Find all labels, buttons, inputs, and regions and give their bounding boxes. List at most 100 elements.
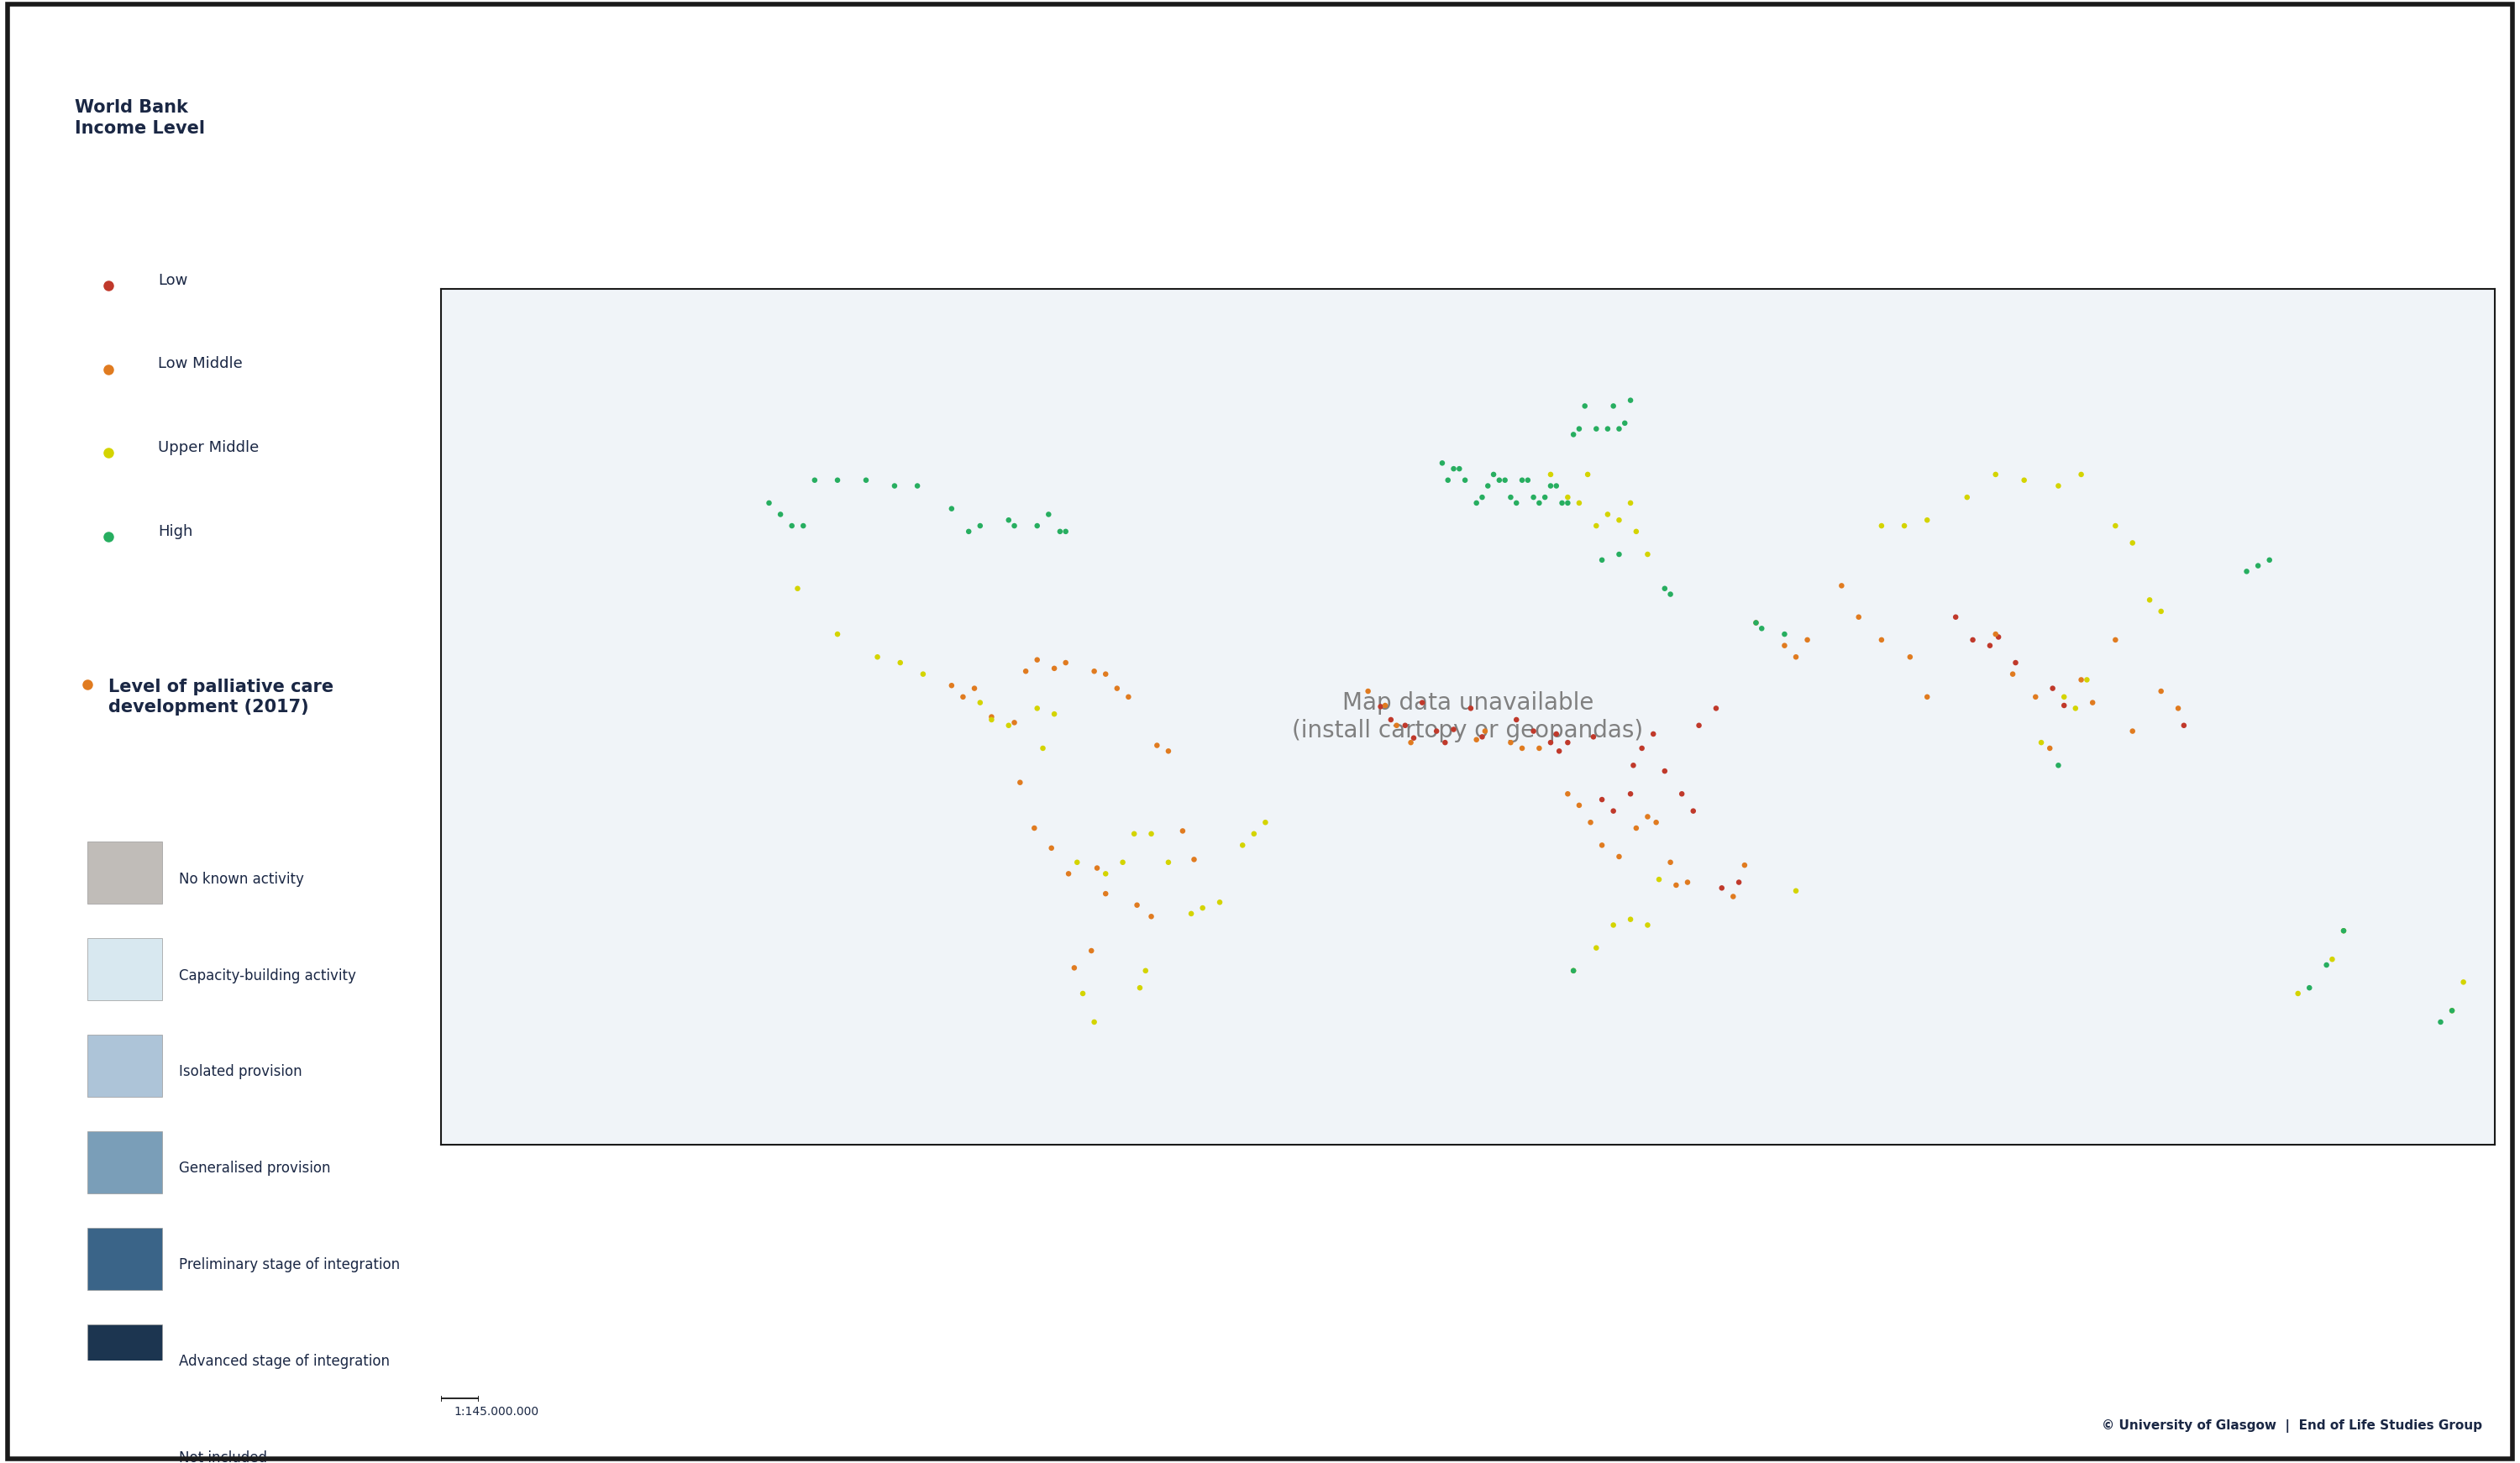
Point (1978, 625, 2019, 648)
Point (1613, 753, 1653, 777)
Point (1714, 885, 1754, 909)
Point (1656, 873, 1696, 897)
Point (1628, 543, 1668, 566)
Point (1651, 850, 1691, 873)
Point (2029, 736, 2069, 759)
FancyBboxPatch shape (88, 1131, 161, 1194)
Point (1046, 519, 1086, 543)
Point (1673, 799, 1714, 822)
Point (1462, 486, 1502, 509)
Point (879, 651, 920, 674)
Point (1598, 846, 1638, 869)
Point (1018, 696, 1058, 720)
Point (1444, 468, 1484, 492)
Point (1119, 976, 1159, 999)
Point (1547, 492, 1588, 515)
Point (1862, 628, 1903, 651)
Point (1572, 726, 1613, 749)
Point (2142, 600, 2182, 623)
Point (1948, 486, 1988, 509)
Point (2142, 679, 2182, 702)
Point (1598, 417, 1638, 440)
Point (948, 519, 988, 543)
Point (2311, 948, 2351, 971)
Point (1063, 982, 1104, 1005)
Point (1048, 862, 1089, 885)
Point (761, 503, 801, 527)
Point (2288, 976, 2328, 999)
Point (1520, 736, 1560, 759)
Point (1840, 606, 1880, 629)
Point (1515, 720, 1555, 743)
Point (1635, 811, 1676, 834)
Point (988, 508, 1028, 531)
Point (2323, 919, 2364, 942)
Point (1434, 456, 1474, 480)
Point (1434, 718, 1474, 742)
Text: Upper Middle: Upper Middle (159, 440, 260, 455)
Point (1787, 628, 1827, 651)
Point (1719, 870, 1759, 894)
Point (1457, 492, 1497, 515)
Point (1520, 492, 1560, 515)
Point (1547, 486, 1588, 509)
Point (2094, 514, 2134, 537)
Point (2129, 588, 2170, 612)
Point (1005, 660, 1046, 683)
Point (1497, 492, 1537, 515)
Point (1479, 468, 1520, 492)
Point (960, 514, 1000, 537)
Point (1646, 576, 1686, 600)
Point (1908, 508, 1948, 531)
Point (2094, 628, 2134, 651)
Point (1507, 468, 1547, 492)
Point (1116, 894, 1157, 917)
Point (1862, 514, 1903, 537)
Point (1053, 957, 1094, 980)
Point (1033, 702, 1074, 726)
Point (816, 622, 857, 645)
Point (1764, 633, 1804, 657)
Point (1567, 462, 1608, 486)
Point (1610, 783, 1651, 806)
Point (1023, 736, 1063, 759)
Point (1200, 891, 1240, 914)
Point (1467, 474, 1507, 497)
Point (1908, 685, 1948, 708)
Point (2250, 549, 2291, 572)
Text: World Bank
Income Level: World Bank Income Level (76, 99, 204, 136)
Point (1560, 793, 1600, 816)
Point (1575, 936, 1615, 960)
Point (1588, 417, 1628, 440)
Point (1565, 395, 1605, 418)
Point (1560, 417, 1600, 440)
Point (857, 645, 897, 669)
Point (1530, 474, 1570, 497)
Point (1245, 811, 1285, 834)
Text: Generalised provision: Generalised provision (179, 1162, 330, 1176)
Point (2444, 970, 2485, 993)
Text: Low Middle: Low Middle (159, 357, 242, 372)
Point (1474, 462, 1515, 486)
Point (1583, 789, 1623, 812)
FancyBboxPatch shape (88, 1324, 161, 1387)
Point (1615, 816, 1656, 840)
Point (1489, 732, 1530, 755)
Point (794, 468, 834, 492)
Point (2432, 999, 2472, 1023)
Point (1174, 847, 1215, 870)
Point (2056, 696, 2097, 720)
Point (2306, 954, 2346, 977)
Point (1610, 492, 1651, 515)
Point (1552, 958, 1593, 982)
Point (2323, 919, 2364, 942)
Point (1623, 736, 1663, 759)
Point (1018, 514, 1058, 537)
Text: Preliminary stage of integration: Preliminary stage of integration (179, 1258, 401, 1273)
Point (1429, 468, 1469, 492)
Point (1366, 693, 1406, 717)
Point (1515, 486, 1555, 509)
Point (1046, 651, 1086, 674)
Point (2061, 462, 2102, 486)
Point (1033, 657, 1074, 680)
